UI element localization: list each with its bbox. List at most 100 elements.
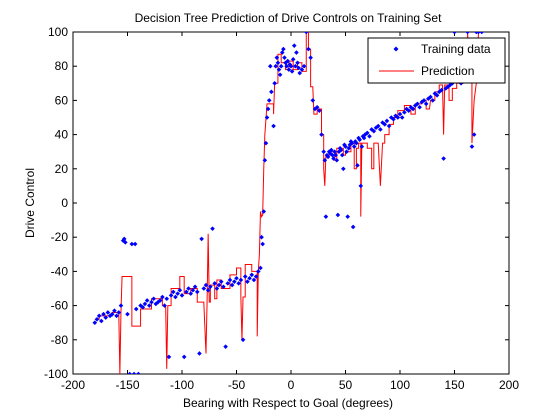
training-data-point xyxy=(445,84,451,90)
training-data-point xyxy=(399,115,405,120)
training-data-point xyxy=(362,132,368,137)
legend: Training data Prediction xyxy=(367,37,506,84)
training-data-point xyxy=(205,287,211,293)
training-data-point xyxy=(236,281,241,286)
y-tick-label: 0 xyxy=(61,196,68,210)
training-data-point xyxy=(373,125,379,131)
training-data-point xyxy=(208,284,213,290)
training-data-point xyxy=(297,70,303,76)
training-data-point xyxy=(238,277,244,283)
training-data-point xyxy=(346,145,352,151)
y-tick-label: -40 xyxy=(51,264,69,278)
training-data-point xyxy=(266,98,272,103)
training-data-point xyxy=(375,123,381,129)
training-data-point xyxy=(132,241,138,247)
x-tick-label: 0 xyxy=(288,378,295,392)
training-data-point xyxy=(357,137,362,143)
training-data-point xyxy=(371,128,377,134)
training-data-point xyxy=(441,156,446,161)
training-data-point xyxy=(221,284,226,290)
training-data-point xyxy=(260,241,265,247)
training-data-point xyxy=(94,316,100,322)
training-data-point xyxy=(177,287,183,293)
training-data-point xyxy=(332,149,337,154)
training-data-point xyxy=(175,291,180,296)
training-data-point xyxy=(336,149,342,154)
training-data-point xyxy=(294,50,299,55)
training-data-point xyxy=(301,63,307,69)
plot-frame xyxy=(72,31,510,375)
training-data-point xyxy=(116,310,122,315)
training-data-point xyxy=(105,310,111,315)
training-data-point xyxy=(323,214,329,219)
training-data-point xyxy=(247,275,252,281)
y-tick-label: -100 xyxy=(44,367,68,381)
training-data-point xyxy=(331,156,336,161)
x-tick-label: 50 xyxy=(339,378,353,392)
training-data-point xyxy=(428,94,433,100)
training-data-point xyxy=(289,69,295,74)
training-data-point xyxy=(118,303,124,308)
scatter-layer xyxy=(92,32,485,374)
training-data-point xyxy=(214,286,220,291)
x-tick-label: 200 xyxy=(499,378,519,392)
training-data-point xyxy=(99,318,104,324)
training-data-point xyxy=(259,234,264,240)
training-data-point xyxy=(112,308,117,314)
training-data-point xyxy=(303,32,309,35)
x-tick-label: 100 xyxy=(390,378,410,392)
training-data-point xyxy=(434,92,440,98)
training-data-point xyxy=(476,32,481,35)
training-data-point xyxy=(290,57,296,62)
training-data-point xyxy=(256,269,261,274)
training-data-point xyxy=(218,279,224,284)
training-data-point xyxy=(382,122,388,127)
training-data-point xyxy=(125,311,130,317)
training-data-point xyxy=(186,286,191,291)
training-data-point xyxy=(452,32,457,35)
training-data-point xyxy=(190,287,196,293)
y-axis: -100 -80 -60 -40 -20 0 20 40 60 80 100 xyxy=(44,25,509,381)
training-data-point xyxy=(310,98,316,103)
training-data-point xyxy=(199,236,204,242)
training-data-point xyxy=(269,89,274,95)
training-data-point xyxy=(203,282,209,288)
y-tick-label: 60 xyxy=(55,93,69,107)
training-data-point xyxy=(410,106,416,112)
x-tick-label: -200 xyxy=(61,378,85,392)
training-data-point xyxy=(264,115,270,120)
training-data-point xyxy=(223,344,228,349)
training-data-point xyxy=(142,301,148,307)
training-data-point xyxy=(277,72,283,78)
training-data-point xyxy=(166,354,172,360)
training-data-point xyxy=(329,147,334,153)
training-data-point xyxy=(359,144,365,149)
y-tick-label: 80 xyxy=(55,59,69,73)
training-data-point xyxy=(296,65,301,71)
training-data-point xyxy=(216,282,222,288)
training-data-point xyxy=(136,371,141,374)
training-data-point xyxy=(160,294,165,300)
training-data-point xyxy=(358,183,364,189)
training-data-point xyxy=(355,163,360,168)
training-data-point xyxy=(232,279,237,284)
training-data-point xyxy=(415,101,420,107)
training-data-point xyxy=(378,127,383,132)
training-data-point xyxy=(153,301,159,307)
training-data-point xyxy=(408,104,414,110)
training-data-point xyxy=(147,303,152,308)
x-tick-label: -100 xyxy=(170,378,194,392)
training-data-point xyxy=(242,274,248,279)
x-tick-label: -50 xyxy=(228,378,246,392)
training-data-point xyxy=(351,144,357,149)
training-data-point xyxy=(419,99,425,105)
training-data-point xyxy=(325,154,331,160)
training-data-point xyxy=(123,240,128,245)
training-data-point xyxy=(131,371,137,374)
training-data-point xyxy=(356,135,361,141)
training-data-point xyxy=(157,298,163,303)
training-data-point xyxy=(365,130,370,136)
training-data-point xyxy=(114,313,119,319)
training-data-point xyxy=(436,89,442,95)
training-data-point xyxy=(384,118,390,124)
